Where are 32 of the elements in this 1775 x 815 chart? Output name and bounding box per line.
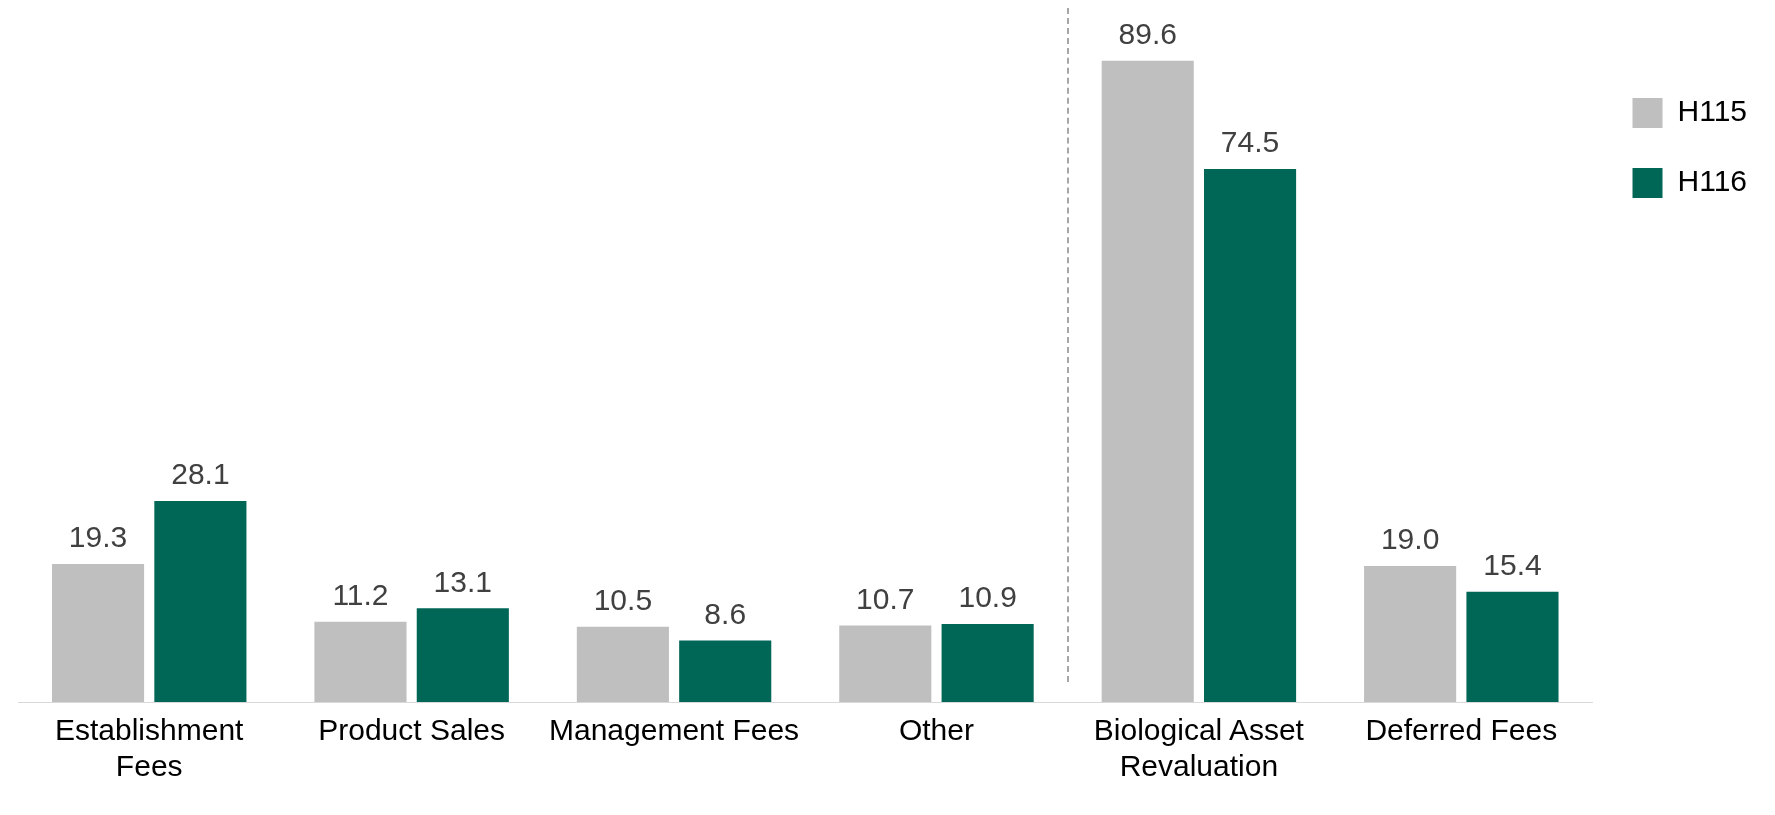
data-label: 19.3 [68, 520, 128, 554]
bar [1101, 60, 1194, 702]
x-tick-label: Management Fees [548, 713, 800, 747]
bar [941, 624, 1034, 702]
bar [1466, 591, 1559, 702]
bar [51, 563, 145, 702]
data-label: 89.6 [1118, 17, 1177, 51]
bar [416, 608, 509, 702]
bar [1364, 566, 1457, 702]
bar [679, 640, 772, 702]
x-tick-label: Product Sales [318, 713, 506, 747]
data-label: 10.5 [593, 583, 653, 617]
data-label: 15.4 [1483, 548, 1542, 582]
bar [154, 500, 247, 702]
legend-label: H116 [1677, 164, 1748, 198]
x-tick-label: Other [898, 713, 974, 747]
bar [839, 625, 932, 702]
bar [576, 626, 669, 702]
data-label: 19.0 [1380, 522, 1440, 556]
data-label: 10.9 [958, 580, 1017, 614]
x-tick-label: Biological Asset Revaluation [1093, 713, 1305, 783]
bar [1204, 168, 1297, 702]
data-label: 74.5 [1220, 125, 1280, 159]
data-label: 28.1 [171, 457, 230, 491]
legend-label: H115 [1677, 94, 1748, 128]
x-tick-label: Deferred Fees [1365, 713, 1558, 747]
x-tick-label: Establishment Fees [54, 713, 245, 783]
data-label: 8.6 [704, 596, 747, 630]
data-label: 10.7 [856, 581, 915, 615]
data-label: 11.2 [332, 578, 389, 612]
bar [314, 621, 407, 702]
data-label: 13.1 [433, 564, 492, 598]
